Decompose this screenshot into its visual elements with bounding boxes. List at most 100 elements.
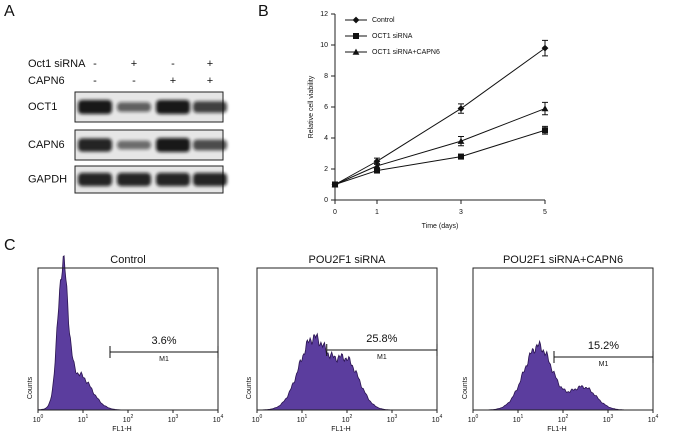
series-line — [334, 129, 546, 185]
condition-sign: + — [207, 58, 213, 70]
gate-percent: 15.2% — [588, 340, 619, 352]
blot-band — [156, 138, 190, 152]
tick-exponent: 0 — [476, 414, 479, 420]
data-point — [542, 127, 548, 134]
tick-exponent: 0 — [41, 414, 44, 420]
y-tick-label: 10 — [320, 42, 328, 49]
x-tick-label: 101 — [78, 414, 89, 424]
x-tick-label: 1 — [375, 209, 379, 216]
y-axis-label: Counts — [246, 376, 253, 399]
histogram-title: Control — [110, 254, 145, 266]
condition-sign: - — [132, 75, 136, 87]
x-axis-label: Time (days) — [422, 223, 459, 230]
x-tick-label: 103 — [168, 414, 179, 424]
x-tick-label: 104 — [213, 414, 224, 424]
y-axis-label: Relative cell viability — [308, 75, 315, 138]
x-tick-label: 103 — [603, 414, 614, 424]
histogram-curve — [37, 255, 218, 411]
panel-label: B — [258, 3, 269, 20]
tick-base: 10 — [78, 417, 86, 424]
tick-exponent: 3 — [611, 414, 614, 420]
tick-exponent: 3 — [395, 414, 398, 420]
x-axis-label: FL1-H — [331, 426, 350, 433]
tick-exponent: 2 — [131, 414, 134, 420]
legend-label: OCT1 siRNA — [372, 33, 413, 40]
panel-label: A — [4, 3, 15, 20]
tick-exponent: 2 — [566, 414, 569, 420]
data-point — [541, 44, 549, 52]
condition-sign: - — [171, 58, 175, 70]
y-tick-label: 2 — [324, 166, 328, 173]
blot-band — [117, 140, 151, 150]
tick-exponent: 4 — [440, 414, 443, 420]
data-point — [373, 162, 381, 169]
blot-band — [117, 102, 151, 112]
condition-sign: + — [170, 75, 176, 87]
gate-label: M1 — [599, 361, 609, 368]
blot-band — [78, 172, 112, 187]
legend-label: Control — [372, 17, 395, 24]
data-point — [541, 105, 549, 112]
data-point — [331, 181, 339, 188]
tick-base: 10 — [33, 417, 41, 424]
x-tick-label: 101 — [513, 414, 524, 424]
blot-label: GAPDH — [28, 173, 67, 185]
x-tick-label: 3 — [459, 209, 463, 216]
gate-label: M1 — [159, 356, 169, 363]
blot-band — [117, 172, 151, 187]
tick-exponent: 4 — [221, 414, 224, 420]
blot-label: OCT1 — [28, 101, 57, 113]
tick-exponent: 1 — [305, 414, 308, 420]
tick-exponent: 2 — [350, 414, 353, 420]
histogram-curve — [473, 339, 653, 411]
blot-band — [193, 172, 227, 187]
x-tick-label: 101 — [297, 414, 308, 424]
y-axis-label: Counts — [27, 376, 34, 399]
y-tick-label: 12 — [320, 11, 328, 18]
x-tick-label: 100 — [252, 414, 263, 424]
y-tick-label: 4 — [324, 135, 328, 142]
condition-label: CAPN6 — [28, 75, 65, 87]
gate-marker — [326, 344, 438, 356]
tick-base: 10 — [168, 417, 176, 424]
y-tick-label: 8 — [324, 73, 328, 80]
x-tick-label: 0 — [333, 209, 337, 216]
panel-label: C — [4, 237, 16, 254]
y-tick-label: 0 — [324, 197, 328, 204]
tick-base: 10 — [558, 417, 566, 424]
x-tick-label: 104 — [648, 414, 659, 424]
tick-base: 10 — [648, 417, 656, 424]
condition-sign: + — [131, 58, 137, 70]
data-point — [458, 153, 464, 160]
legend-marker — [352, 48, 360, 55]
gate-percent: 3.6% — [151, 335, 176, 347]
histogram-title: POU2F1 siRNA — [308, 254, 386, 266]
blot-band — [193, 139, 227, 151]
legend-marker — [352, 16, 360, 24]
blot-label: CAPN6 — [28, 139, 65, 151]
tick-exponent: 4 — [656, 414, 659, 420]
condition-sign: - — [93, 75, 97, 87]
blot-band — [193, 101, 227, 113]
x-tick-label: 104 — [432, 414, 443, 424]
legend-marker — [353, 33, 359, 39]
x-tick-label: 102 — [123, 414, 134, 424]
x-tick-label: 102 — [342, 414, 353, 424]
blot-band — [156, 100, 190, 114]
legend-label: OCT1 siRNA+CAPN6 — [372, 49, 440, 56]
y-tick-label: 6 — [324, 104, 328, 111]
tick-base: 10 — [387, 417, 395, 424]
data-point — [373, 157, 381, 165]
histogram-title: POU2F1 siRNA+CAPN6 — [503, 254, 623, 266]
x-tick-label: 103 — [387, 414, 398, 424]
tick-base: 10 — [342, 417, 350, 424]
tick-base: 10 — [252, 417, 260, 424]
x-tick-label: 100 — [33, 414, 44, 424]
tick-base: 10 — [213, 417, 221, 424]
tick-base: 10 — [513, 417, 521, 424]
tick-base: 10 — [603, 417, 611, 424]
series-line — [334, 47, 546, 185]
blot-band — [78, 100, 112, 114]
condition-sign: - — [93, 58, 97, 70]
